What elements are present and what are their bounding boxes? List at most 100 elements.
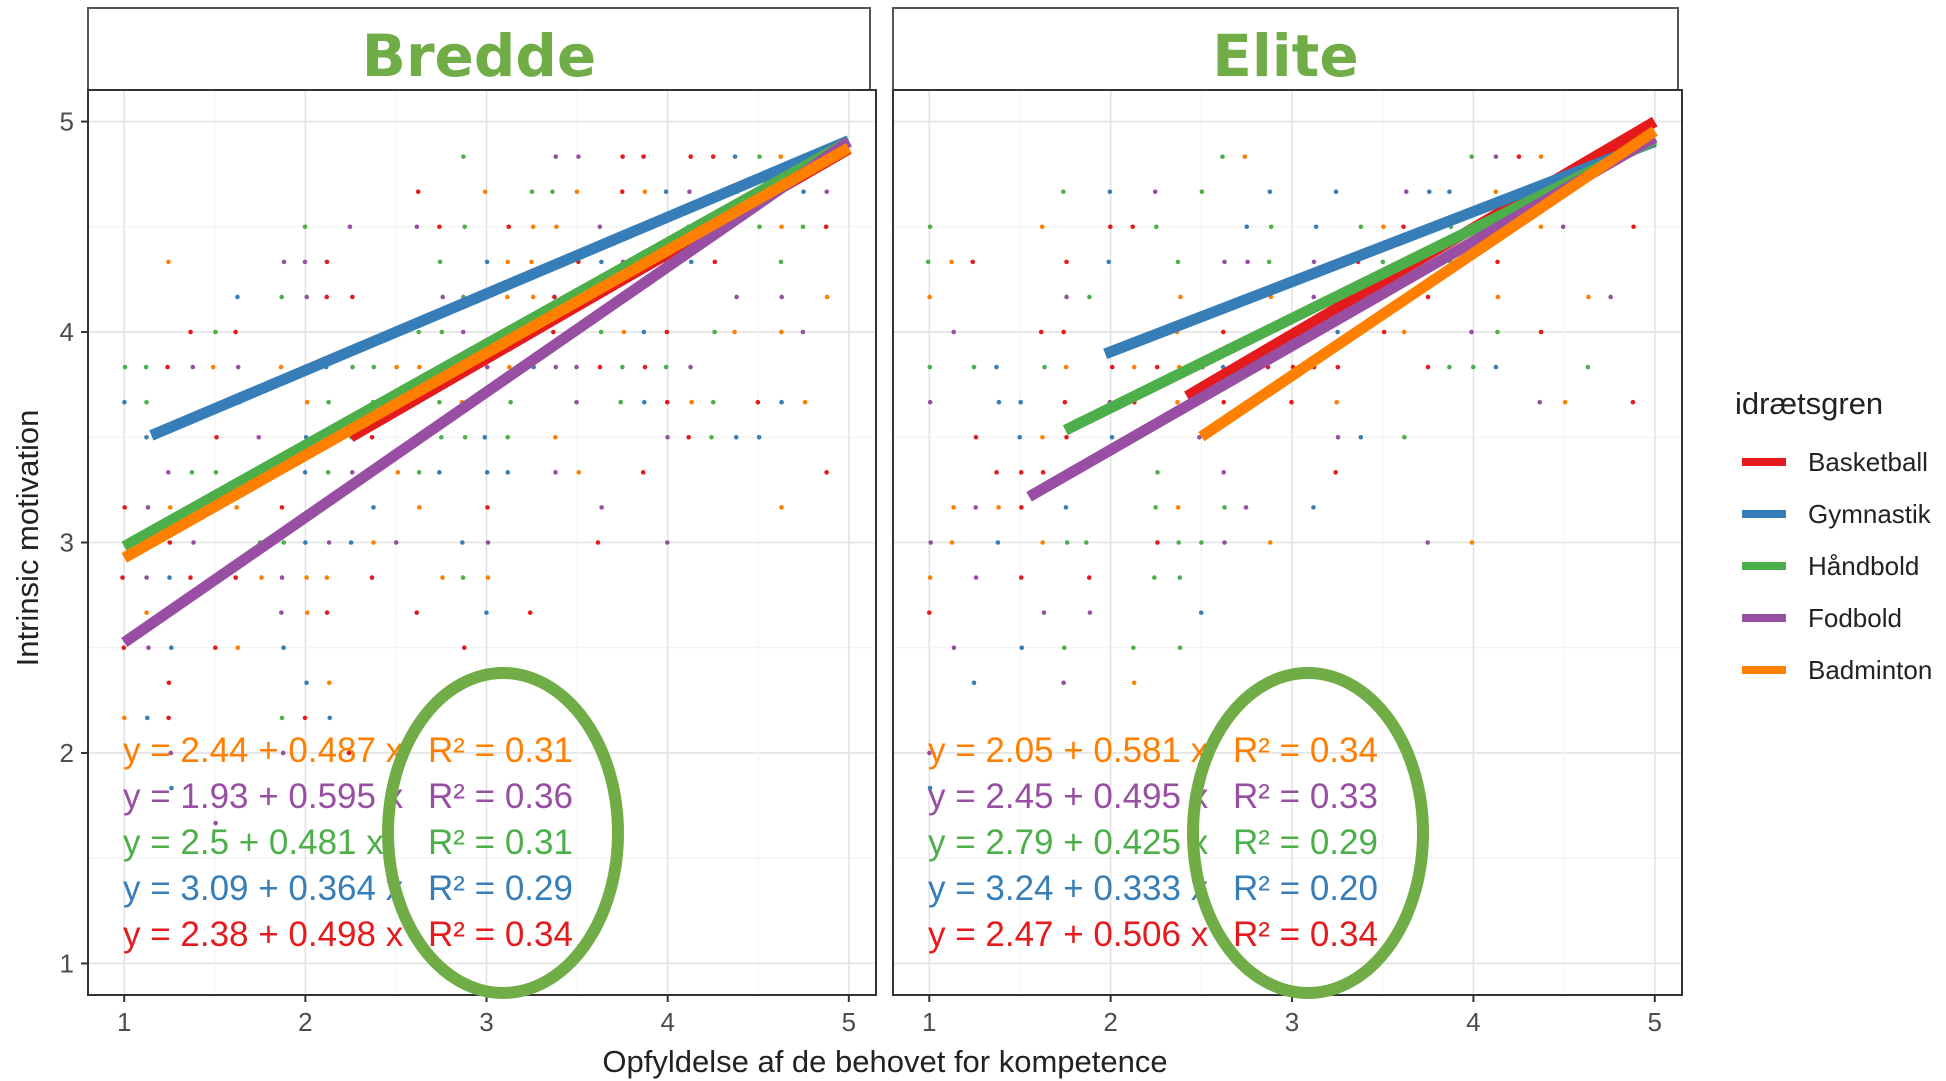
data-point xyxy=(1153,505,1158,510)
data-point xyxy=(144,434,149,440)
data-point xyxy=(663,364,669,370)
legend-label: Badminton xyxy=(1808,655,1932,685)
data-point xyxy=(120,575,125,580)
data-point xyxy=(302,470,308,475)
data-point xyxy=(529,189,535,195)
data-point xyxy=(597,364,603,370)
data-point xyxy=(824,294,830,300)
data-point xyxy=(235,645,241,651)
data-point xyxy=(167,540,173,545)
data-point xyxy=(1586,294,1591,300)
data-point xyxy=(1381,329,1387,335)
data-point xyxy=(779,224,784,230)
data-point xyxy=(824,470,829,475)
equation-label: y = 2.45 + 0.495 x xyxy=(928,777,1209,816)
data-point xyxy=(462,224,467,230)
data-point xyxy=(281,259,287,265)
data-point xyxy=(505,470,511,475)
data-point xyxy=(146,645,151,651)
data-point xyxy=(166,715,171,721)
data-point xyxy=(574,189,580,195)
data-point xyxy=(620,364,625,370)
data-point xyxy=(1381,224,1386,230)
y-tick-label: 5 xyxy=(60,107,74,137)
data-point xyxy=(996,505,1001,510)
regression-line-gymnastik xyxy=(1103,136,1657,360)
data-point xyxy=(1608,294,1613,300)
data-point xyxy=(732,329,737,335)
data-point xyxy=(304,294,310,300)
data-point xyxy=(416,470,422,475)
data-point xyxy=(1425,540,1430,545)
data-point xyxy=(1401,224,1406,230)
regression-line-håndbold xyxy=(121,136,852,552)
data-point xyxy=(618,399,624,405)
data-point xyxy=(415,189,421,195)
data-point xyxy=(1064,259,1069,265)
equation-label: y = 2.44 + 0.487 x xyxy=(123,731,404,770)
data-point xyxy=(1220,154,1225,159)
data-point xyxy=(1585,364,1591,370)
data-point xyxy=(1244,224,1250,230)
data-point xyxy=(1178,294,1183,300)
data-point xyxy=(779,399,784,405)
x-tick-label: 3 xyxy=(479,1007,493,1037)
data-point xyxy=(1335,434,1341,440)
data-point xyxy=(621,329,627,335)
data-point xyxy=(1108,224,1113,230)
r-squared-label: R² = 0.34 xyxy=(1233,915,1378,954)
data-point xyxy=(927,399,933,405)
data-point xyxy=(304,610,310,615)
data-point xyxy=(1018,399,1023,405)
highlight-ellipse xyxy=(382,667,624,999)
data-point xyxy=(279,610,284,615)
data-point xyxy=(1358,224,1364,230)
data-point xyxy=(688,259,694,265)
data-point xyxy=(641,399,647,405)
data-point xyxy=(1152,575,1157,580)
legend-title: idrætsgren xyxy=(1735,386,1883,421)
data-point xyxy=(348,540,354,545)
data-point xyxy=(324,575,330,580)
data-point xyxy=(801,189,806,195)
data-point xyxy=(1152,189,1158,195)
data-point xyxy=(143,364,149,370)
data-point xyxy=(1064,294,1069,300)
data-point xyxy=(1063,364,1069,370)
data-point xyxy=(1222,259,1227,265)
data-point xyxy=(188,575,193,580)
r-squared-label: R² = 0.29 xyxy=(428,869,573,908)
data-point xyxy=(1154,364,1160,370)
data-point xyxy=(927,785,933,791)
data-point xyxy=(417,505,422,510)
r-squared-label: R² = 0.36 xyxy=(428,777,573,816)
data-point xyxy=(1175,505,1181,510)
data-point xyxy=(1175,399,1180,405)
data-point xyxy=(145,505,151,510)
data-point xyxy=(1087,610,1093,615)
x-tick-label: 5 xyxy=(842,1007,856,1037)
data-point xyxy=(664,540,670,545)
data-point xyxy=(279,575,285,580)
data-point xyxy=(800,224,806,230)
data-point xyxy=(188,329,193,335)
x-axis-title: Opfyldelse af de behovet for kompetence xyxy=(602,1044,1167,1079)
data-point xyxy=(1537,399,1543,405)
data-point xyxy=(1469,329,1474,335)
data-point xyxy=(1380,259,1386,265)
data-point xyxy=(996,399,1002,405)
data-point xyxy=(553,364,559,370)
data-point xyxy=(325,470,331,475)
data-point xyxy=(485,540,491,545)
data-point xyxy=(734,294,739,300)
y-tick-label: 4 xyxy=(60,317,74,347)
data-point xyxy=(394,364,399,370)
data-point xyxy=(369,575,375,580)
data-point xyxy=(1061,645,1067,651)
panel-bredde: Bredde 1 2 3 4 5 1 2 3 4 5 y = 2.44 + 0.487 x R² = 0… xyxy=(60,7,877,1037)
data-point xyxy=(122,364,128,370)
data-point xyxy=(1155,540,1160,545)
data-point xyxy=(779,294,785,300)
data-point xyxy=(1402,434,1407,440)
